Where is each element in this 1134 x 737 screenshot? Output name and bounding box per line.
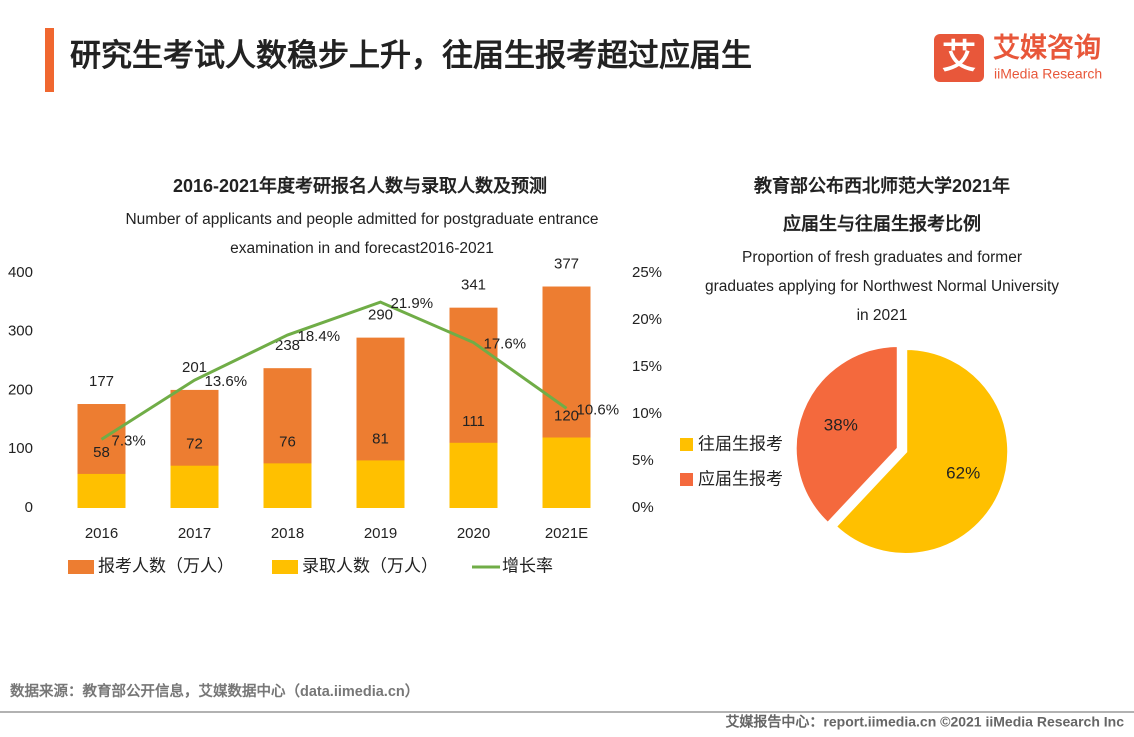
data-label: 13.6% [205, 373, 248, 390]
bar [356, 460, 405, 508]
data-label: 72 [186, 436, 203, 453]
legend-label: 报考人数（万人） [98, 556, 234, 575]
data-label: 7.3% [112, 432, 146, 449]
y2-tick-label: 15% [632, 358, 662, 375]
x-tick-label: 2020 [457, 525, 490, 542]
legend-swatch [68, 560, 94, 574]
data-label: 18.4% [298, 328, 341, 345]
data-label: 17.6% [484, 336, 527, 353]
chart-subtitle: examination in and forecast2016-2021 [230, 240, 494, 257]
chart-title: 2016-2021年度考研报名人数与录取人数及预测 [173, 175, 547, 196]
y-tick-label: 300 [8, 323, 33, 340]
title-accent [45, 28, 54, 92]
data-label: 238 [275, 337, 300, 354]
legend-swatch [680, 473, 693, 486]
data-label: 377 [554, 255, 579, 272]
chart-title: 教育部公布西北师范大学2021年 [754, 175, 1010, 196]
y-tick-label: 400 [8, 264, 33, 281]
y-tick-label: 200 [8, 381, 33, 398]
x-tick-label: 2016 [85, 525, 118, 542]
legend-label: 录取人数（万人） [302, 556, 438, 575]
legend-swatch [680, 438, 693, 451]
bar [77, 473, 126, 508]
chart-subtitle: Proportion of fresh graduates and former [742, 249, 1022, 266]
source: 数据来源：教育部公开信息，艾媒数据中心（data.iimedia.cn） [10, 682, 419, 700]
chart-subtitle: Number of applicants and people admitted… [125, 211, 598, 228]
data-label: 10.6% [577, 401, 620, 418]
chart-title: 应届生与往届生报考比例 [783, 213, 981, 234]
data-label: 177 [89, 373, 114, 390]
x-tick-label: 2021E [545, 525, 588, 542]
y2-tick-label: 5% [632, 452, 654, 469]
y-tick-label: 0 [25, 499, 33, 516]
y2-tick-label: 0% [632, 499, 654, 516]
pie-slice [833, 346, 1011, 556]
data-label: 21.9% [391, 295, 434, 312]
page-title: 研究生考试人数稳步上升，往届生报考超过应届生 [70, 38, 752, 73]
y2-tick-label: 25% [632, 264, 662, 281]
footer: 艾媒报告中心：report.iimedia.cn ©2021 iiMedia R… [725, 714, 1124, 730]
logo-icon [934, 34, 984, 82]
bar [449, 442, 498, 508]
bar [170, 465, 219, 508]
bar [263, 463, 312, 508]
x-tick-label: 2017 [178, 525, 211, 542]
data-label: 38% [824, 415, 858, 434]
y2-tick-label: 10% [632, 405, 662, 422]
data-label: 341 [461, 277, 486, 294]
logo-en: iiMedia Research [994, 66, 1102, 82]
bar [542, 437, 591, 508]
y2-tick-label: 20% [632, 311, 662, 328]
data-label: 120 [554, 407, 579, 424]
x-tick-label: 2019 [364, 525, 397, 542]
legend-label: 增长率 [502, 556, 553, 575]
pie-slice [793, 344, 900, 526]
chart-subtitle: in 2021 [857, 307, 908, 324]
data-label: 201 [182, 359, 207, 376]
data-label: 290 [368, 307, 393, 324]
y-tick-label: 100 [8, 440, 33, 457]
data-label: 81 [372, 430, 389, 447]
data-label: 62% [946, 464, 980, 483]
data-label: 111 [462, 413, 485, 430]
chart-subtitle: graduates applying for Northwest Normal … [705, 278, 1059, 295]
legend-label: 应届生报考 [698, 469, 783, 488]
logo-cn: 艾媒咨询 [993, 32, 1101, 63]
legend-label: 往届生报考 [698, 434, 783, 453]
data-label: 58 [93, 444, 110, 461]
data-label: 76 [279, 433, 296, 450]
growth-line [100, 300, 568, 441]
legend-swatch [272, 560, 298, 574]
logo-icon-text: 艾 [942, 38, 976, 76]
x-tick-label: 2018 [271, 525, 304, 542]
